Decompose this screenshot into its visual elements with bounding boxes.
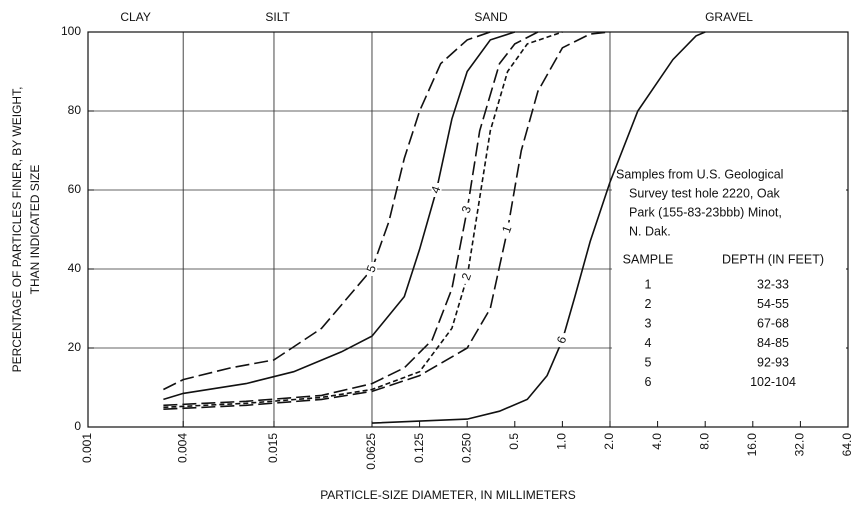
series-label: 5 xyxy=(363,263,379,274)
table-cell: 3 xyxy=(645,316,652,330)
table-cell: 84-85 xyxy=(757,336,789,350)
y-tick-label: 80 xyxy=(68,103,82,117)
annotation: Survey test hole 2220, Oak xyxy=(629,186,781,200)
series-line xyxy=(163,31,491,391)
series-line xyxy=(163,31,611,410)
series-label: 3 xyxy=(459,204,475,215)
region-label: SAND xyxy=(474,10,508,24)
series-line xyxy=(163,31,516,401)
legend-background xyxy=(612,168,846,413)
series-label: 1 xyxy=(499,223,515,234)
x-tick-label: 1.0 xyxy=(555,433,569,450)
region-label: CLAY xyxy=(120,10,150,24)
y-axis-title: PERCENTAGE OF PARTICLES FINER, BY WEIGHT… xyxy=(10,87,24,373)
y-tick-label: 100 xyxy=(61,24,81,38)
table-cell: 67-68 xyxy=(757,316,789,330)
table-cell: 102-104 xyxy=(750,375,796,389)
table-cell: 5 xyxy=(645,355,652,369)
y-tick-label: 0 xyxy=(74,419,81,433)
series-label: 6 xyxy=(554,334,570,345)
plot-frame xyxy=(87,31,849,428)
annotation: Park (155-83-23bbb) Minot, xyxy=(629,205,782,219)
table-cell: 92-93 xyxy=(757,355,789,369)
x-tick-label: 0.0625 xyxy=(364,433,378,470)
x-tick-label: 16.0 xyxy=(745,433,759,457)
y-tick-label: 60 xyxy=(68,182,82,196)
annotation: N. Dak. xyxy=(629,224,671,238)
x-axis-title: PARTICLE-SIZE DIAMETER, IN MILLIMETERS xyxy=(320,488,576,502)
table-cell: 32-33 xyxy=(757,277,789,291)
y-tick-label: 40 xyxy=(68,261,82,275)
table-cell: 4 xyxy=(645,336,652,350)
table-cell: 1 xyxy=(645,277,652,291)
table-cell: 2 xyxy=(645,297,652,311)
x-tick-label: 0.250 xyxy=(459,433,473,463)
table-header: DEPTH (IN FEET) xyxy=(722,252,824,266)
x-tick-label: 2.0 xyxy=(602,433,616,450)
x-tick-label: 64.0 xyxy=(840,433,854,457)
series-label-bg xyxy=(502,222,513,237)
series-line xyxy=(371,31,706,424)
x-tick-label: 32.0 xyxy=(793,433,807,457)
table-cell: 6 xyxy=(645,375,652,389)
x-tick-label: 4.0 xyxy=(650,433,664,450)
series-label-bg xyxy=(462,269,473,284)
x-tick-label: 0.015 xyxy=(266,433,280,463)
table-header: SAMPLE xyxy=(623,252,674,266)
y-tick-label: 20 xyxy=(68,340,82,354)
x-tick-label: 8.0 xyxy=(697,433,711,450)
series-label-bg xyxy=(431,183,442,197)
series-label: 2 xyxy=(459,271,475,282)
series-label: 4 xyxy=(428,184,444,195)
annotation: Samples from U.S. Geological xyxy=(616,167,783,181)
series-label-bg xyxy=(557,333,568,348)
series-line xyxy=(163,31,563,409)
series-label-bg xyxy=(366,262,377,276)
table-cell: 54-55 xyxy=(757,297,789,311)
region-label: GRAVEL xyxy=(705,10,753,24)
x-tick-label: 0.001 xyxy=(80,433,94,463)
y-axis-title: THAN INDICATED SIZE xyxy=(28,165,42,295)
series-label-bg xyxy=(462,202,473,217)
series-line xyxy=(163,31,539,407)
x-tick-label: 0.004 xyxy=(175,433,189,463)
region-label: SILT xyxy=(265,10,290,24)
x-tick-label: 0.5 xyxy=(507,433,521,450)
x-tick-label: 0.125 xyxy=(412,433,426,463)
